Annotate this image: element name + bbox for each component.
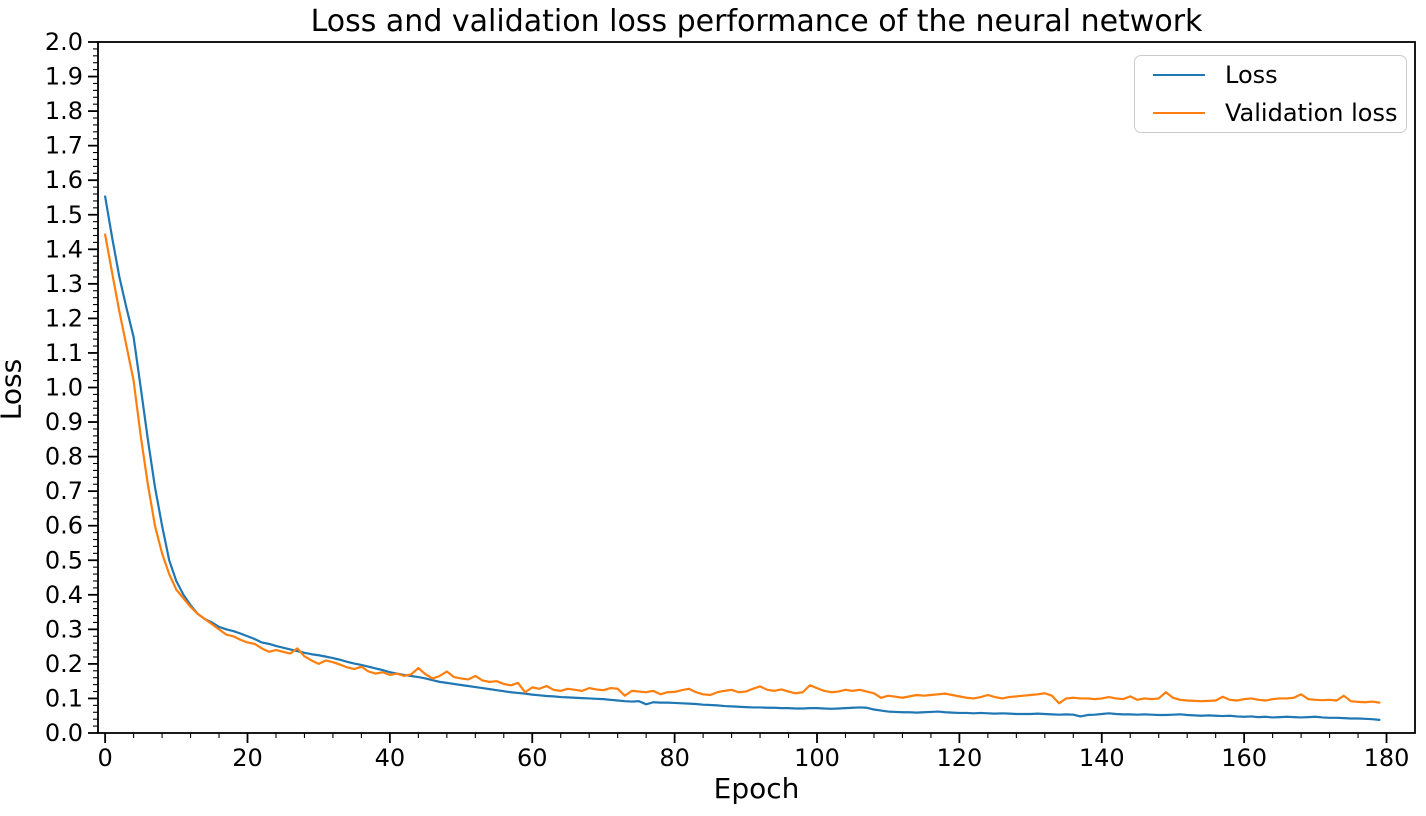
x-tick-label: 0	[97, 744, 112, 772]
y-tick-label: 1.8	[45, 97, 83, 125]
axes-frame	[97, 41, 1416, 734]
y-tick-label: 1.9	[45, 63, 83, 91]
loss-line	[104, 195, 1381, 721]
loss-line-sample	[1153, 74, 1205, 76]
y-tick-label: 0.9	[45, 408, 83, 436]
y-tick-label: 2.0	[45, 28, 83, 56]
y-tick-label: 0.0	[45, 719, 83, 747]
y-tick-label: 0.6	[45, 512, 83, 540]
y-tick-label: 0.2	[45, 650, 83, 678]
validation-loss-line	[104, 233, 1381, 705]
x-tick-label: 140	[1079, 744, 1125, 772]
validation-loss-line-sample	[1153, 112, 1205, 114]
legend-item-loss: Loss	[1135, 61, 1406, 89]
y-tick-label: 0.7	[45, 477, 83, 505]
y-tick-label: 0.4	[45, 581, 83, 609]
x-tick-label: 160	[1221, 744, 1267, 772]
y-tick-label: 0.8	[45, 443, 83, 471]
x-tick-label: 80	[659, 744, 690, 772]
x-tick-label: 20	[232, 744, 263, 772]
y-tick-label: 1.0	[45, 374, 83, 402]
legend: Loss Validation loss	[1134, 55, 1407, 133]
y-tick-label: 1.5	[45, 201, 83, 229]
y-tick-label: 1.6	[45, 166, 83, 194]
y-tick-label: 1.1	[45, 339, 83, 367]
y-tick-label: 1.2	[45, 304, 83, 332]
x-tick-label: 40	[375, 744, 406, 772]
y-tick-label: 1.4	[45, 235, 83, 263]
y-tick-label: 0.5	[45, 546, 83, 574]
y-tick-label: 0.1	[45, 684, 83, 712]
y-tick-label: 0.3	[45, 615, 83, 643]
y-tick-label: 1.7	[45, 132, 83, 160]
x-tick-label: 120	[936, 744, 982, 772]
x-tick-label: 60	[517, 744, 548, 772]
legend-label-loss: Loss	[1225, 61, 1278, 89]
y-tick-label: 1.3	[45, 270, 83, 298]
legend-item-validation-loss: Validation loss	[1135, 99, 1406, 127]
chart-title: Loss and validation loss performance of …	[310, 4, 1203, 39]
x-tick-label: 180	[1364, 744, 1410, 772]
x-axis-label: Epoch	[713, 772, 800, 805]
legend-label-validation-loss: Validation loss	[1225, 99, 1398, 127]
x-tick-label: 100	[794, 744, 840, 772]
